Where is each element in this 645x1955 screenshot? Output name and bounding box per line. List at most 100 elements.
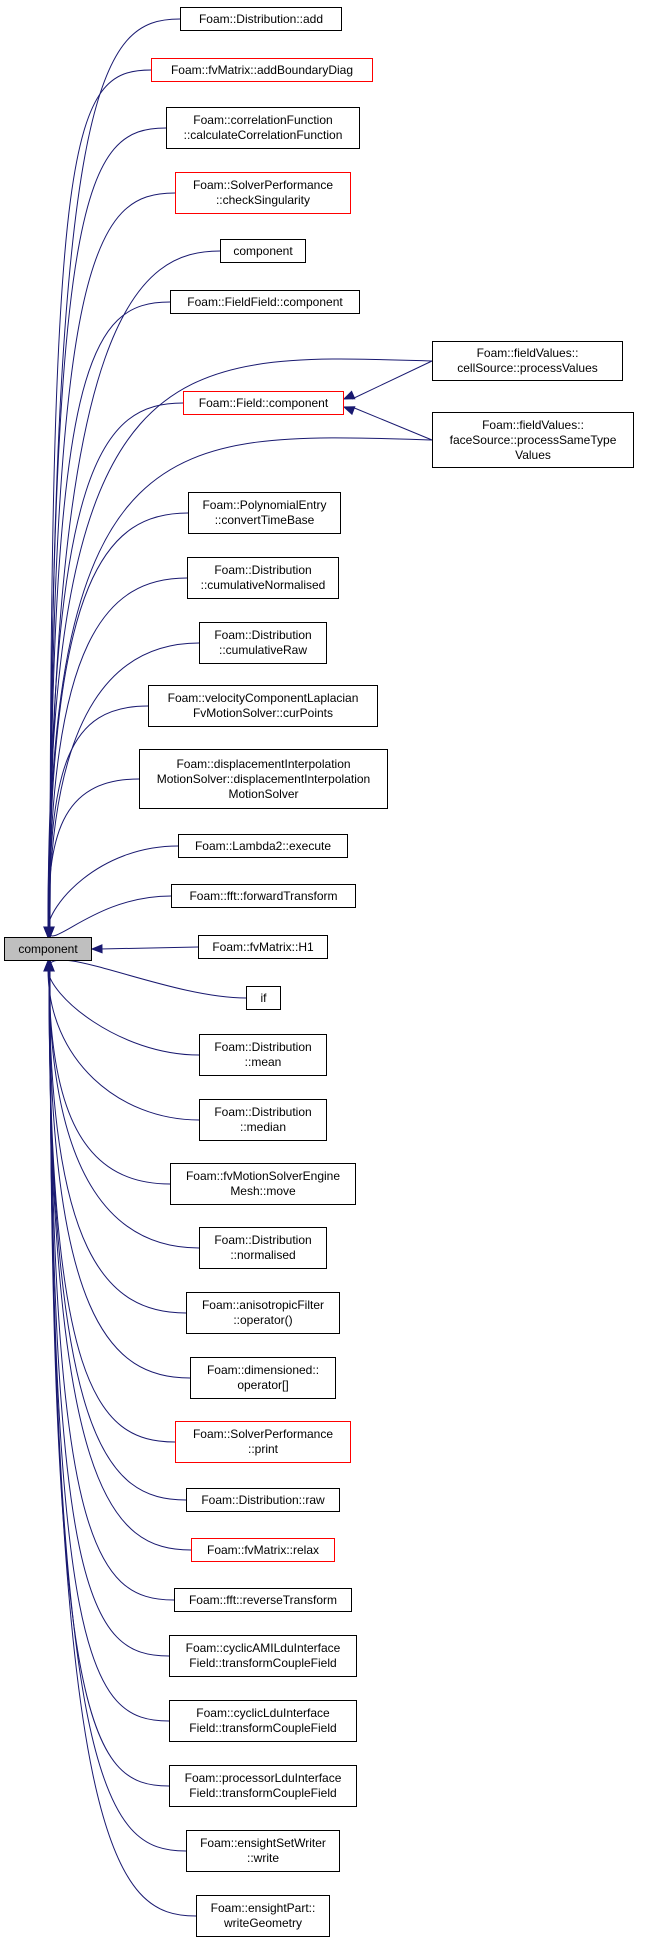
caller-node-label: writeGeometry [223,1916,303,1930]
caller-node-label: Field::transformCoupleField [189,1786,337,1800]
caller-node-label: Foam::fieldValues:: [476,346,579,360]
caller-node[interactable]: Foam::cyclicAMILduInterface Field::transf… [169,1635,357,1677]
caller-node-label: Foam::SolverPerformance [192,1427,334,1441]
call-edge [48,968,187,1314]
caller-node-label: Field::transformCoupleField [189,1656,337,1670]
call-edge [48,402,184,930]
caller-node[interactable]: Foam::Distribution::raw [186,1488,340,1512]
caller-node-label: Foam::dimensioned:: [206,1363,320,1377]
caller-node[interactable]: Foam::ensightSetWriter::write [186,1830,340,1872]
caller-node-label: component [233,243,293,258]
call-edge [47,437,433,930]
caller-node[interactable]: Foam::Distribution::add [180,7,342,31]
caller-node-label: Foam::ensightSetWriter [200,1836,326,1850]
caller-node-label: faceSource::processSameType [449,432,617,447]
caller-node[interactable]: Foam::velocityComponentLaplacian FvMotion… [148,685,378,727]
caller-node[interactable]: Foam::ensightPart:: writeGeometry [196,1895,330,1937]
call-edge [47,358,433,930]
call-edge [48,968,200,1249]
caller-node-label: Foam::Distribution::add [198,11,324,26]
call-edge [48,968,171,1185]
caller-node-label: ::cumulativeNormalised [200,578,326,592]
caller-node[interactable]: Foam::fvMotionSolverEngine Mesh::move [170,1163,356,1205]
caller-node-label: cellSource::processValues [457,361,598,375]
call-edge [49,968,175,1601]
caller-node[interactable]: Foam::fft::forwardTransform [171,884,356,908]
call-edge [99,946,199,950]
caller-node-label: Foam::Distribution [214,1040,312,1054]
caller-node-label: Foam::anisotropicFilter [201,1298,325,1312]
caller-node-label: Foam::Distribution [214,1105,312,1119]
arrow-head [342,406,356,416]
call-edge [49,968,197,1917]
caller-node[interactable]: Foam::Distribution::mean [199,1034,327,1076]
call-edge [47,959,247,999]
call-edge [49,968,187,1852]
caller-node[interactable]: Foam::dimensioned:: operator[] [190,1357,336,1399]
call-edge [48,968,176,1443]
root-node-component[interactable]: component [4,937,92,961]
caller-node-label: Foam::Distribution [214,563,312,577]
arrow-head [43,926,53,939]
caller-node[interactable]: Foam::Distribution::cumulativeNormalised [187,557,339,599]
caller-node[interactable]: Foam::Lambda2::execute [178,834,348,858]
caller-node[interactable]: Foam::cyclicLduInterface Field::transform… [169,1700,357,1742]
call-edge [351,360,433,400]
call-edge [47,968,200,1121]
arrow-head [45,959,55,972]
caller-node[interactable]: Foam::anisotropicFilter::operator() [186,1292,340,1334]
caller-node-label: Field::transformCoupleField [189,1721,337,1735]
caller-node-label: MotionSolver::displacementInterpolation [156,771,371,786]
caller-node[interactable]: Foam::SolverPerformance::checkSingularit… [175,172,351,214]
call-edge [47,778,140,930]
caller-node[interactable]: Foam::fieldValues:: faceSource::processSa… [432,412,634,468]
caller-node-label: ::mean [244,1055,282,1069]
caller-node-label: Foam::ensightPart:: [210,1901,316,1915]
call-edge [47,895,172,937]
caller-node[interactable]: Foam::fft::reverseTransform [174,1588,352,1612]
caller-node-label: ::write [246,1851,279,1865]
caller-node-label: Foam::fvMatrix::addBoundaryDiag [170,62,354,77]
caller-node[interactable]: Foam::displacementInterpolation MotionSol… [139,749,388,809]
caller-node-label: ::median [239,1120,287,1134]
root-label: component [18,941,78,956]
caller-node[interactable]: Foam::SolverPerformance::print [175,1421,351,1463]
caller-node-label: ::calculateCorrelationFunction [183,128,343,142]
caller-node[interactable]: Foam::fieldValues:: cellSource::processVa… [432,341,623,381]
arrow-head [342,390,356,400]
caller-node-label: operator[] [237,1378,289,1392]
caller-node[interactable]: Foam::fvMatrix::addBoundaryDiag [151,58,373,82]
caller-node[interactable]: Foam::correlationFunction::calculateCorr… [166,107,360,149]
call-edge [48,705,149,930]
caller-node-label: Foam::FieldField::component [187,294,343,309]
caller-node[interactable]: Foam::Distribution::median [199,1099,327,1141]
caller-node-label: if [260,990,267,1005]
caller-node[interactable]: Foam::PolynomialEntry::convertTimeBase [188,492,341,534]
caller-node-label: Foam::displacementInterpolation [176,756,351,771]
call-edge [47,968,200,1056]
caller-node-label: ::checkSingularity [215,193,311,207]
caller-node-label: Foam::velocityComponentLaplacian [167,691,359,705]
caller-node[interactable]: Foam::fvMatrix::H1 [198,935,328,959]
caller-node-label: FvMotionSolver::curPoints [192,706,334,720]
caller-node[interactable]: Foam::Distribution::normalised [199,1227,327,1269]
caller-node[interactable]: Foam::Field::component [183,391,344,415]
caller-node[interactable]: Foam::Distribution::cumulativeRaw [199,622,327,664]
caller-node-label: Foam::Distribution::raw [201,1492,325,1507]
caller-node-label: Foam::cyclicAMILduInterface [185,1641,341,1655]
call-edge [48,968,191,1379]
caller-node-label: Foam::fvMatrix::relax [206,1542,320,1557]
call-edge [351,406,433,441]
caller-node-label: ::print [247,1442,278,1456]
call-edge [49,127,167,930]
call-edge [48,577,188,930]
caller-node[interactable]: Foam::processorLduInterface Field::transf… [169,1765,357,1807]
caller-node[interactable]: component [220,239,306,263]
call-edge [47,845,179,930]
caller-node[interactable]: if [246,986,281,1010]
caller-node[interactable]: Foam::fvMatrix::relax [191,1538,335,1562]
caller-node[interactable]: Foam::FieldField::component [170,290,360,314]
caller-node-label: Foam::Field::component [198,395,329,410]
